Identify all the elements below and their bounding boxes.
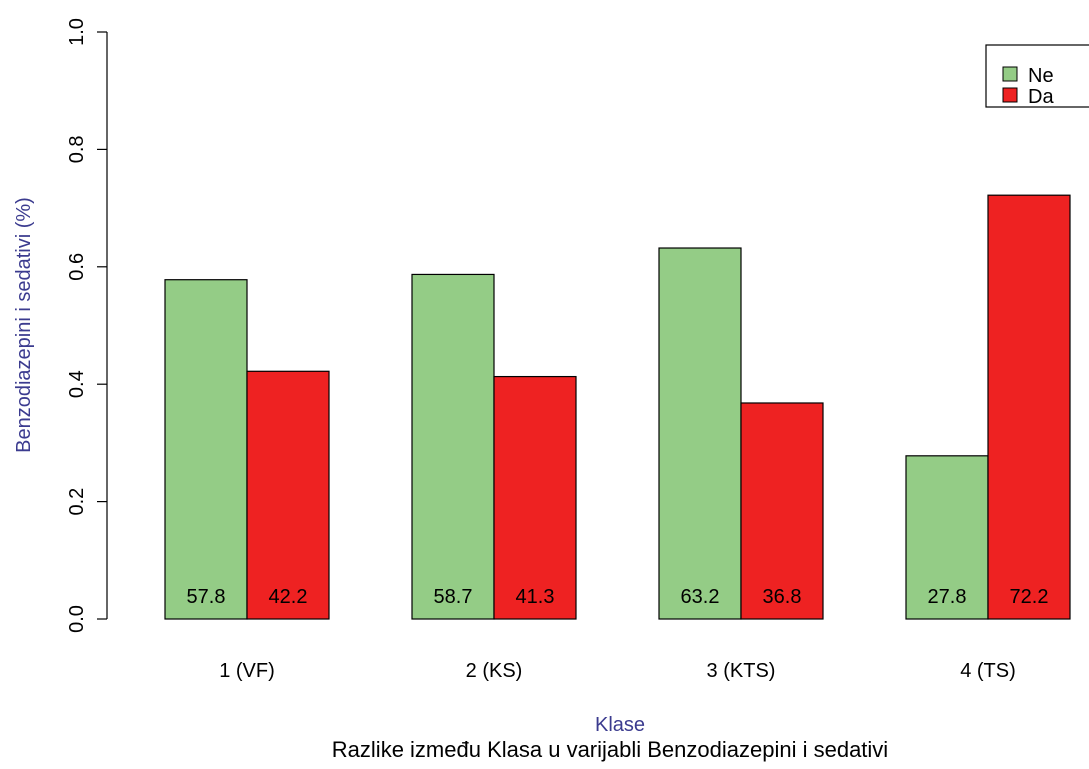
bar-value-label: 57.8 xyxy=(187,586,226,608)
bar-value-label: 42.2 xyxy=(269,586,308,608)
y-tick-label: 0.4 xyxy=(66,370,88,398)
legend-swatch-ne xyxy=(1002,66,1018,82)
y-tick-label: 0.8 xyxy=(66,135,88,163)
x-axis-title: Klase xyxy=(595,714,645,736)
y-tick-label: 0.0 xyxy=(66,605,88,633)
bars xyxy=(164,194,1071,620)
bar-value-label: 36.8 xyxy=(763,586,802,608)
bar-value-label: 72.2 xyxy=(1010,586,1049,608)
bar-labels: 57.8 42.2 58.7 41.3 63.2 36.8 27.8 72.2 xyxy=(187,586,1049,608)
y-tick-label: 1.0 xyxy=(66,18,88,46)
legend: Ne Da xyxy=(985,44,1089,108)
y-axis-title: Benzodiazepini i sedativi (%) xyxy=(13,197,35,453)
bar-value-label: 58.7 xyxy=(434,586,473,608)
bar-da-3 xyxy=(740,402,824,620)
legend-label-ne: Ne xyxy=(1028,65,1054,87)
legend-label-da: Da xyxy=(1028,86,1054,108)
y-tick-label: 0.6 xyxy=(66,253,88,281)
legend-swatch-da xyxy=(1002,87,1018,103)
bar-value-label: 27.8 xyxy=(928,586,967,608)
bar-ne-4 xyxy=(905,455,989,620)
x-tick-label: 4 (TS) xyxy=(960,660,1016,682)
x-tick-label: 1 (VF) xyxy=(219,660,275,682)
x-tick-label: 3 (KTS) xyxy=(707,660,776,682)
bar-value-label: 41.3 xyxy=(516,586,555,608)
bar-da-1 xyxy=(246,370,330,620)
y-tick-label: 0.2 xyxy=(66,488,88,516)
x-tick-label: 2 (KS) xyxy=(466,660,523,682)
bar-da-4 xyxy=(987,194,1071,620)
bar-ne-2 xyxy=(411,273,495,620)
y-axis: 0.0 0.2 0.4 0.6 0.8 1.0 xyxy=(66,18,108,633)
chart-title: Razlike između Klasa u varijabli Benzodi… xyxy=(332,737,888,762)
bar-da-2 xyxy=(493,375,577,620)
bar-value-label: 63.2 xyxy=(681,586,720,608)
bar-ne-1 xyxy=(164,279,248,620)
bar-ne-3 xyxy=(658,247,742,620)
x-tick-labels: 1 (VF) 2 (KS) 3 (KTS) 4 (TS) xyxy=(219,660,1016,682)
